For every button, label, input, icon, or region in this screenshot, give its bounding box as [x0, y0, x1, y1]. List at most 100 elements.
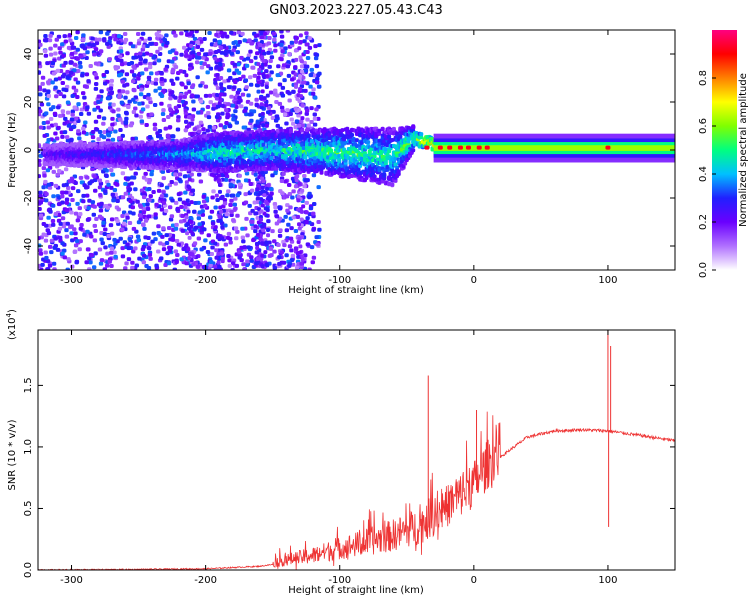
noise-cell [142, 226, 147, 231]
noise-cell [149, 71, 154, 76]
streak-cell [299, 261, 304, 266]
streak-cell [191, 114, 196, 119]
noise-cell [159, 76, 164, 81]
noise-cell [236, 100, 241, 105]
noise-cell [40, 81, 45, 86]
noise-cell [270, 229, 275, 234]
noise-cell [75, 201, 80, 206]
noise-cell [89, 234, 94, 239]
noise-cell [288, 112, 293, 117]
noise-cell [174, 260, 179, 265]
noise-cell [143, 235, 148, 240]
noise-cell [73, 116, 79, 121]
noise-cell [215, 104, 221, 109]
noise-cell [226, 189, 231, 194]
noise-cell [246, 53, 252, 58]
noise-cell [70, 197, 75, 202]
noise-cell [306, 123, 311, 128]
noise-cell [226, 85, 232, 90]
noise-cell [207, 124, 213, 129]
noise-cell [89, 253, 95, 258]
streak-cell [264, 103, 269, 108]
noise-cell [125, 90, 130, 95]
noise-cell [82, 95, 87, 100]
noise-cell [273, 43, 278, 48]
streak-cell [187, 66, 192, 71]
noise-cell [155, 49, 160, 54]
noise-cell [120, 246, 125, 251]
noise-cell [218, 196, 224, 201]
noise-cell [285, 30, 291, 33]
streak-cell [299, 94, 304, 99]
noise-cell [175, 76, 180, 81]
noise-cell [272, 239, 277, 244]
noise-cell [66, 186, 71, 191]
noise-cell [138, 51, 143, 56]
noise-cell [170, 59, 175, 64]
streak-cell [254, 103, 259, 108]
streak-cell [216, 113, 221, 118]
noise-cell [101, 220, 106, 225]
noise-cell [38, 85, 42, 90]
noise-cell [279, 34, 285, 39]
noise-cell [170, 237, 176, 242]
noise-cell [151, 190, 156, 195]
noise-cell [266, 110, 271, 115]
noise-cell [157, 133, 163, 138]
noise-cell [133, 187, 138, 192]
streak-cell [214, 65, 219, 70]
noise-cell [269, 70, 274, 75]
noise-cell [129, 61, 135, 66]
noise-cell [113, 37, 118, 42]
noise-cell [312, 116, 318, 121]
noise-cell [148, 100, 153, 105]
noise-cell [270, 173, 275, 178]
noise-cell [191, 99, 196, 104]
noise-cell [248, 101, 254, 106]
noise-cell [307, 195, 312, 200]
noise-cell [123, 95, 128, 100]
noise-cell [206, 115, 212, 120]
noise-cell [282, 243, 287, 248]
noise-cell [146, 246, 152, 251]
noise-cell [78, 239, 83, 244]
noise-cell [169, 90, 174, 95]
noise-cell [198, 120, 204, 125]
noise-cell [137, 101, 142, 106]
noise-cell [161, 247, 167, 252]
noise-cell [268, 246, 274, 251]
noise-cell [102, 81, 108, 86]
noise-cell [277, 205, 282, 210]
noise-cell [38, 42, 43, 47]
noise-cell [113, 254, 118, 259]
noise-cell [54, 136, 60, 141]
streak-cell [259, 35, 264, 40]
noise-cell [234, 236, 239, 241]
noise-cell [245, 259, 250, 264]
noise-cell [103, 227, 108, 232]
noise-cell [279, 250, 285, 255]
noise-cell [218, 92, 224, 97]
noise-cell [78, 226, 83, 231]
streak-cell [188, 54, 193, 59]
noise-cell [45, 120, 50, 125]
noise-cell [271, 31, 277, 36]
streak-cell [187, 256, 192, 261]
noise-cell [60, 251, 65, 256]
noise-cell [293, 65, 298, 70]
noise-cell [229, 51, 235, 56]
noise-cell [87, 181, 92, 186]
noise-cell [38, 92, 43, 97]
noise-cell [277, 255, 282, 260]
noise-cell [67, 179, 73, 184]
noise-cell [69, 231, 74, 236]
noise-cell [129, 69, 135, 74]
noise-cell [248, 182, 253, 187]
streak-cell [261, 74, 266, 79]
noise-cell [194, 94, 199, 99]
noise-cell [110, 116, 115, 121]
noise-cell [90, 129, 96, 134]
streak-cell [298, 33, 303, 38]
noise-cell [196, 236, 202, 241]
